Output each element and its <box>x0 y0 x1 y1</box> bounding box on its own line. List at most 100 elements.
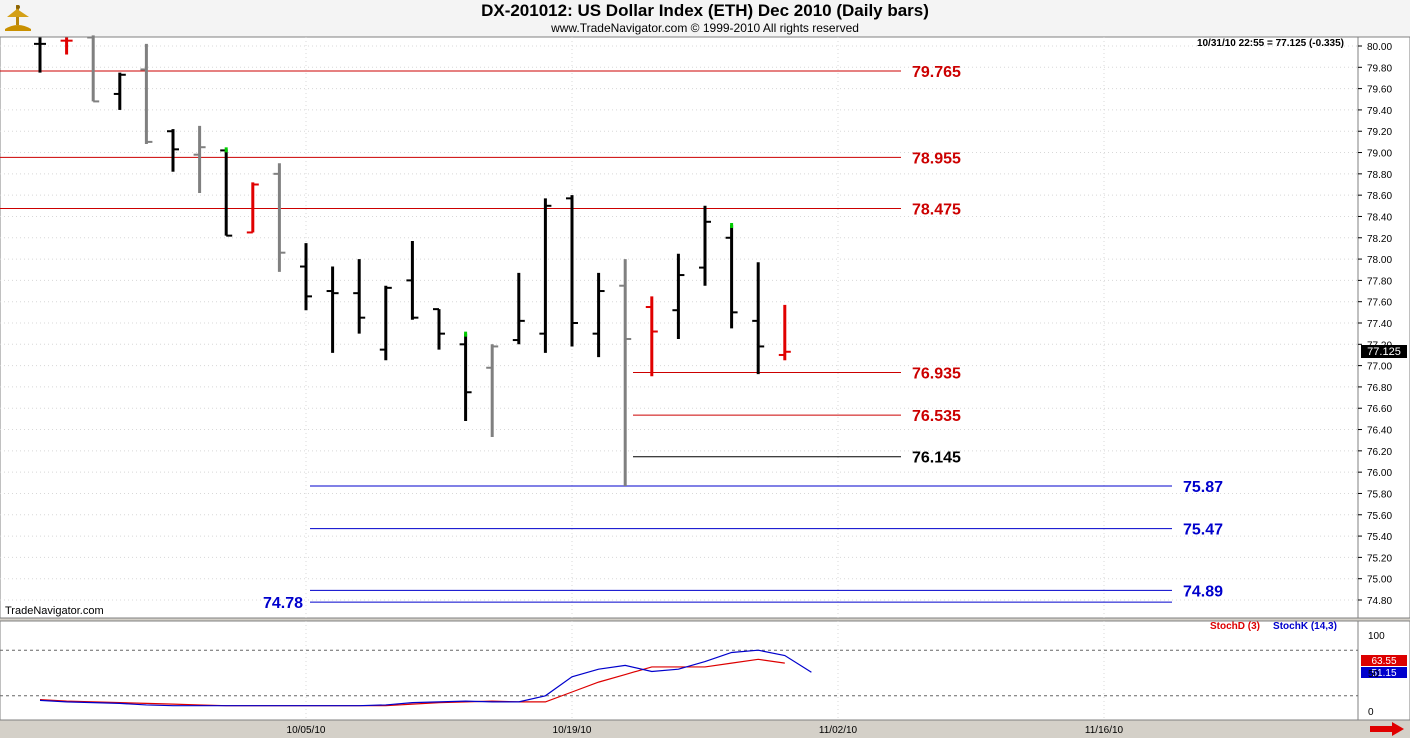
y-tick-label: 79.00 <box>1367 149 1392 160</box>
y-tick-label: 75.20 <box>1367 553 1392 564</box>
ohlc-bar <box>273 163 286 272</box>
ohlc-bar <box>459 331 472 422</box>
ohlc-bar <box>140 43 153 145</box>
y-tick-label: 77.00 <box>1367 362 1392 373</box>
y-tick-label: 78.00 <box>1367 255 1392 266</box>
x-tick-label: 11/02/10 <box>819 725 858 736</box>
ohlc-bar <box>645 296 658 377</box>
x-tick-label: 10/19/10 <box>553 725 592 736</box>
stoch-y-tick-label: 100 <box>1368 631 1385 642</box>
ohlc-bar <box>167 129 179 172</box>
ohlc-bar <box>353 259 366 334</box>
ohlc-bar <box>486 344 499 437</box>
last-price-label: 77.125 <box>1367 346 1401 358</box>
level-label: 78.475 <box>912 201 961 218</box>
ohlc-bar <box>34 37 46 73</box>
last-price-marker <box>1361 345 1407 358</box>
ohlc-bar <box>672 253 685 339</box>
y-tick-label: 75.60 <box>1367 511 1392 522</box>
y-tick-label: 77.80 <box>1367 276 1392 287</box>
bar-signal-mark <box>464 331 468 337</box>
y-tick-label: 74.80 <box>1367 596 1392 607</box>
ohlc-bar <box>113 72 126 110</box>
chart-header: DX-201012: US Dollar Index (ETH) Dec 201… <box>0 0 1410 37</box>
ohlc-bar <box>433 308 445 350</box>
stoch-series-line <box>39 649 812 707</box>
level-label: 75.47 <box>1183 522 1223 539</box>
ohlc-bar <box>220 147 233 237</box>
level-label: 75.87 <box>1183 479 1223 496</box>
y-tick-label: 77.60 <box>1367 298 1392 309</box>
ohlc-bar <box>752 262 765 375</box>
y-tick-label: 77.40 <box>1367 319 1392 330</box>
ohlc-bar <box>193 125 206 194</box>
ohlc-bar <box>87 35 100 103</box>
y-tick-label: 75.40 <box>1367 532 1392 543</box>
ohlc-bar <box>619 259 632 487</box>
bar-signal-mark <box>224 147 228 153</box>
x-tick-label: 10/05/10 <box>287 725 326 736</box>
level-label: 76.145 <box>912 450 961 467</box>
ohlc-bar <box>246 182 259 234</box>
stoch-last-marker <box>1361 655 1407 666</box>
ohlc-bar <box>406 240 419 320</box>
last-quote-readout: 10/31/10 22:55 = 77.125 (-0.335) <box>1197 38 1344 49</box>
y-tick-label: 78.60 <box>1367 191 1392 202</box>
stoch-y-tick-label: 0 <box>1368 707 1374 718</box>
y-tick-label: 78.80 <box>1367 170 1392 181</box>
y-tick-label: 80.00 <box>1367 42 1392 53</box>
ohlc-bar <box>512 272 525 345</box>
y-tick-label: 79.60 <box>1367 85 1392 96</box>
price-axis <box>1357 36 1410 619</box>
bar-signal-mark <box>730 222 734 228</box>
level-label: 74.89 <box>1183 583 1223 600</box>
watermark: TradeNavigator.com <box>5 605 104 617</box>
y-tick-label: 75.80 <box>1367 489 1392 500</box>
level-lines: 79.765 78.955 78.475 76.935 76.535 76.145 75.8… <box>0 64 1223 612</box>
ohlc-bar <box>379 285 392 361</box>
ohlc-bar <box>60 37 73 55</box>
level-label: 76.935 <box>912 366 961 383</box>
level-label: 78.955 <box>912 150 961 167</box>
level-label: 74.78 <box>263 595 303 612</box>
y-tick-label: 78.40 <box>1367 212 1392 223</box>
y-tick-label: 76.40 <box>1367 426 1392 437</box>
y-tick-label: 76.60 <box>1367 404 1392 415</box>
level-label: 76.535 <box>912 408 961 425</box>
y-tick-label: 76.80 <box>1367 383 1392 394</box>
stoch-series-line <box>39 658 785 707</box>
stoch-legend-entry: StochD (3) <box>1210 621 1260 632</box>
y-tick-label: 78.20 <box>1367 234 1392 245</box>
ohlc-bar <box>566 195 578 347</box>
ohlc-bar <box>539 198 552 353</box>
grid-lines <box>0 37 1358 720</box>
ohlc-bars <box>34 35 791 487</box>
y-tick-label: 76.20 <box>1367 447 1392 458</box>
y-tick-label: 79.20 <box>1367 127 1392 138</box>
ohlc-bar <box>699 205 711 286</box>
stoch-last-marker <box>1361 667 1407 678</box>
scroll-right-arrow-icon[interactable] <box>1370 722 1404 736</box>
y-tick-label: 75.00 <box>1367 575 1392 586</box>
y-tick-label: 79.40 <box>1367 106 1392 117</box>
stoch-last-label: 63.55 <box>1371 656 1396 667</box>
stoch-last-label: 51.15 <box>1371 668 1396 679</box>
stoch-y-tick-label: 50 <box>1368 669 1380 680</box>
copyright-subtitle: www.TradeNavigator.com © 1999-2010 All r… <box>551 21 859 35</box>
stoch-legend-entry: StochK (14,3) <box>1273 621 1337 632</box>
ohlc-bar <box>300 243 312 311</box>
stochastic-pane[interactable] <box>0 620 1359 721</box>
ohlc-bar <box>725 222 738 329</box>
trade-navigator-logo-icon <box>5 5 31 31</box>
axis-labels: 80.00 79.80 79.60 79.40 79.20 79.00 78.80 78.60… <box>287 42 1393 736</box>
chart-title: DX-201012: US Dollar Index (ETH) Dec 201… <box>481 1 929 20</box>
y-tick-label: 76.00 <box>1367 468 1392 479</box>
ohlc-bar <box>592 272 605 358</box>
y-tick-label: 79.80 <box>1367 63 1392 74</box>
x-tick-label: 11/16/10 <box>1085 725 1124 736</box>
ohlc-bar <box>326 266 339 353</box>
level-label: 79.765 <box>912 64 961 81</box>
ohlc-bar <box>778 304 791 361</box>
